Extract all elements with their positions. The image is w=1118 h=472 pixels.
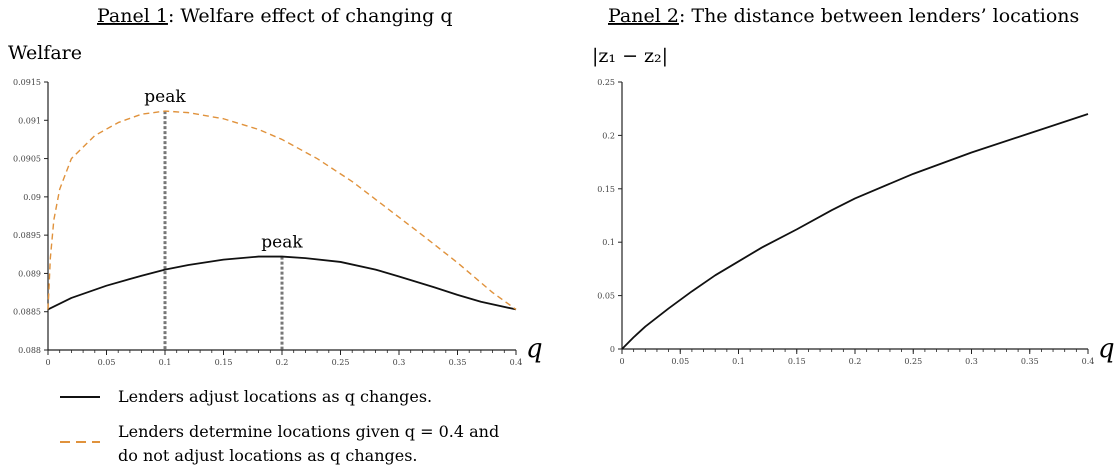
panel2-x-tick-label: 0.2 xyxy=(849,357,862,366)
panel1-x-tick-label: 0 xyxy=(45,358,50,367)
panel1-title-rest: : Welfare effect of changing q xyxy=(168,5,453,27)
panel2-x-tick-label: 0.35 xyxy=(1021,357,1039,366)
panel1-x-tick-label: 0.15 xyxy=(215,358,233,367)
panel1-title: Panel 1: Welfare effect of changing q xyxy=(97,5,453,27)
panel2-series-solid-line xyxy=(621,113,1089,350)
panel2-y-tick-label: 0.15 xyxy=(597,185,615,194)
panel2-x-tick-label: 0.05 xyxy=(671,357,689,366)
panel1-y-tick-label: 0.091 xyxy=(18,116,41,125)
panel2-ylabel: |z₁ − z₂| xyxy=(592,45,668,67)
panel1-y-tick-label: 0.089 xyxy=(18,269,41,278)
panel1-ylabel: Welfare xyxy=(8,42,82,64)
panel1-y-tick-label: 0.0905 xyxy=(13,155,41,164)
panel2-y-tick-label: 0 xyxy=(610,345,615,354)
panel2-x-tick-label: 0.3 xyxy=(965,357,978,366)
panel2-y-tick-label: 0.25 xyxy=(597,78,615,87)
panel2-y-tick-label: 0.1 xyxy=(602,238,615,247)
panel1-xlabel: q xyxy=(526,334,543,364)
panel1-series-solid-line xyxy=(47,255,517,311)
panel2-x-tick-label: 0.1 xyxy=(732,357,745,366)
panel2-x-tick-label: 0.25 xyxy=(904,357,922,366)
panel1-y-tick-label: 0.0885 xyxy=(13,308,41,317)
panel1-peak-label: peak xyxy=(261,233,303,253)
legend-dashed-label-line1: Lenders determine locations given q = 0.… xyxy=(118,422,499,441)
panel1-x-tick-label: 0.3 xyxy=(393,358,406,367)
panel1-y-tick-label: 0.088 xyxy=(18,346,41,355)
panel1-title-prefix: Panel 1 xyxy=(97,5,168,27)
panel1-x-tick-label: 0.05 xyxy=(98,358,116,367)
panel1-x-tick-label: 0.35 xyxy=(449,358,467,367)
panel1-x-tick-label: 0.1 xyxy=(159,358,172,367)
panel1-y-tick-label: 0.09 xyxy=(23,193,41,202)
panel2-x-tick-label: 0.15 xyxy=(788,357,806,366)
panel1-plot: 0 0.05 0.1 0.15 0.2 0.25 0.3 0.35 0.4 0.088 0.0885… xyxy=(13,78,522,367)
panel1-y-tick-label: 0.0895 xyxy=(13,231,41,240)
panel2-title-prefix: Panel 2 xyxy=(608,5,679,27)
panel2-y-tick-label: 0.2 xyxy=(602,131,615,140)
legend-solid-label: Lenders adjust locations as q changes. xyxy=(118,387,432,406)
legend-dashed-label-line2: do not adjust locations as q changes. xyxy=(118,446,418,465)
panel2-title: Panel 2: The distance between lenders’ l… xyxy=(608,5,1079,27)
panel2-x-tick-label: 0.4 xyxy=(1082,357,1095,366)
panel2-title-rest: : The distance between lenders’ location… xyxy=(679,5,1079,27)
panel1-x-tick-label: 0.25 xyxy=(332,358,350,367)
panel1-y-tick-label: 0.0915 xyxy=(13,78,41,87)
panel1-series-dashed-line xyxy=(47,110,517,310)
panel2-plot: 0 0.05 0.1 0.15 0.2 0.25 0.3 0.35 0.4 0 0.05 0.1 0.1… xyxy=(597,78,1094,366)
panel2-y-tick-label: 0.05 xyxy=(597,292,615,301)
panel1-peak-label: peak xyxy=(144,87,186,107)
panel2-xlabel: q xyxy=(1098,334,1115,364)
panel1-x-tick-label: 0.4 xyxy=(510,358,523,367)
panel1-x-tick-label: 0.2 xyxy=(276,358,289,367)
panel2-x-tick-label: 0 xyxy=(619,357,624,366)
